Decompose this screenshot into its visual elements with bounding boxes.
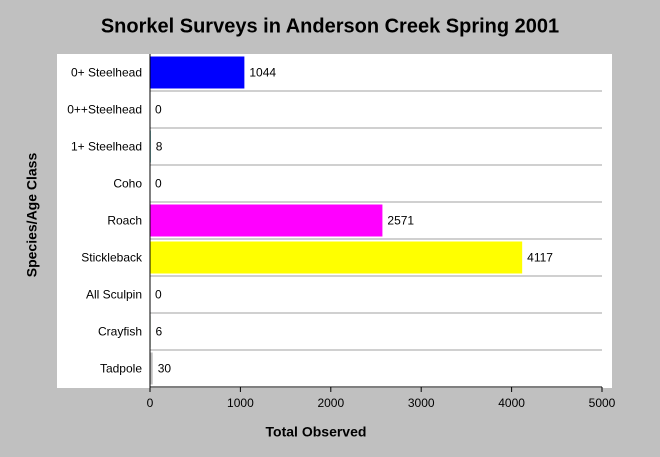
bar bbox=[150, 56, 245, 89]
value-label: 0 bbox=[155, 103, 162, 117]
value-label: 6 bbox=[156, 325, 163, 339]
y-tick-label: 0++Steelhead bbox=[67, 103, 142, 117]
y-tick-label: 0+ Steelhead bbox=[71, 66, 142, 80]
x-tick-label: 4000 bbox=[498, 396, 525, 410]
value-label: 8 bbox=[156, 140, 163, 154]
bar bbox=[150, 204, 383, 237]
value-label: 0 bbox=[155, 288, 162, 302]
y-axis-label: Species/Age Class bbox=[24, 153, 40, 278]
y-tick-label: Roach bbox=[107, 214, 142, 228]
x-tick-label: 5000 bbox=[589, 396, 616, 410]
x-tick-label: 1000 bbox=[227, 396, 254, 410]
y-tick-label: Stickleback bbox=[81, 251, 143, 265]
y-tick-label: Tadpole bbox=[100, 362, 142, 376]
y-tick-label: All Sculpin bbox=[86, 288, 142, 302]
value-label: 2571 bbox=[387, 214, 414, 228]
y-tick-label: 1+ Steelhead bbox=[71, 140, 142, 154]
bar bbox=[150, 352, 153, 385]
chart-title: Snorkel Surveys in Anderson Creek Spring… bbox=[101, 15, 559, 37]
y-tick-label: Crayfish bbox=[98, 325, 142, 339]
value-label: 4117 bbox=[527, 251, 553, 265]
bar bbox=[150, 241, 523, 274]
x-axis-label: Total Observed bbox=[266, 424, 367, 440]
value-label: 1044 bbox=[249, 66, 276, 80]
value-label: 0 bbox=[155, 177, 162, 191]
x-tick-label: 3000 bbox=[408, 396, 435, 410]
x-tick-label: 2000 bbox=[317, 396, 344, 410]
value-label: 30 bbox=[158, 362, 172, 376]
y-tick-label: Coho bbox=[113, 177, 142, 191]
x-tick-label: 0 bbox=[147, 396, 154, 410]
